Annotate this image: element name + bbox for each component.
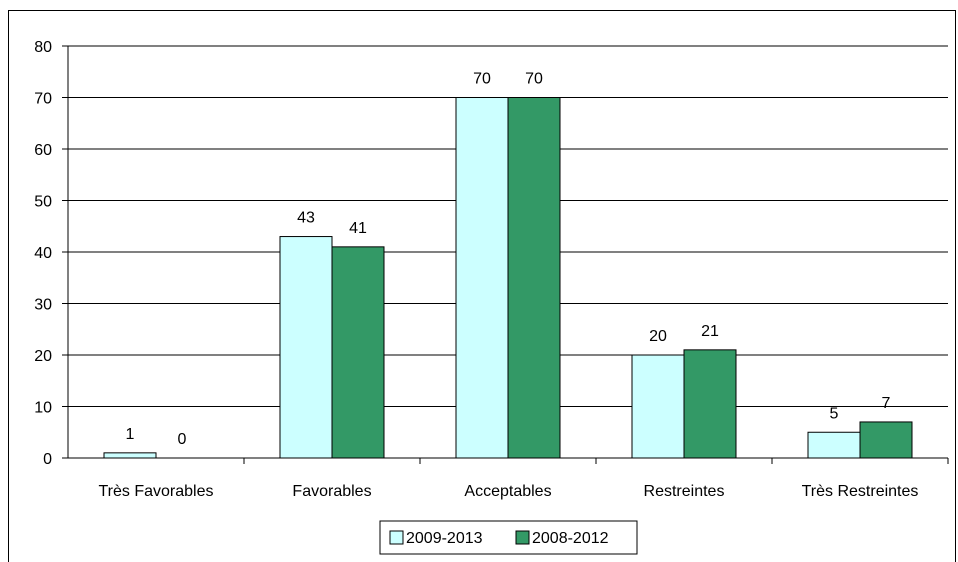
y-tick-label: 70 [34, 91, 52, 108]
legend-label: 2009-2013 [406, 530, 483, 547]
bar [631, 354, 685, 459]
legend-box [379, 520, 638, 555]
data-label: 41 [349, 220, 367, 237]
x-tick-label: Restreintes [644, 483, 725, 500]
y-tick-label: 0 [43, 451, 52, 468]
data-label: 5 [830, 405, 839, 422]
x-tick-label: Très Restreintes [802, 483, 919, 500]
y-tick-label: 30 [34, 297, 52, 314]
y-tick-label: 60 [34, 142, 52, 159]
y-tick-label: 20 [34, 348, 52, 365]
x-tick-label: Favorables [292, 483, 371, 500]
chart-frame [8, 10, 956, 562]
bar [279, 236, 333, 459]
bar [859, 421, 913, 459]
y-tick-label: 40 [34, 245, 52, 262]
bar [331, 246, 385, 459]
data-label: 70 [525, 71, 543, 88]
x-tick-label: Très Favorables [99, 483, 214, 500]
y-tick-label: 80 [34, 39, 52, 56]
data-label: 7 [882, 395, 891, 412]
data-label: 43 [297, 210, 315, 227]
bar [455, 97, 509, 459]
y-tick-label: 50 [34, 194, 52, 211]
data-label: 21 [701, 323, 719, 340]
bar [807, 431, 861, 459]
data-label: 1 [126, 426, 135, 443]
data-label: 20 [649, 328, 667, 345]
bar [103, 452, 157, 459]
bar [683, 349, 737, 459]
x-tick-label: Acceptables [464, 483, 551, 500]
legend-label: 2008-2012 [532, 530, 609, 547]
y-tick-label: 10 [34, 400, 52, 417]
legend-swatch [515, 530, 530, 545]
data-label: 0 [178, 431, 187, 448]
bar [507, 97, 561, 459]
legend-swatch [389, 530, 404, 545]
data-label: 70 [473, 71, 491, 88]
